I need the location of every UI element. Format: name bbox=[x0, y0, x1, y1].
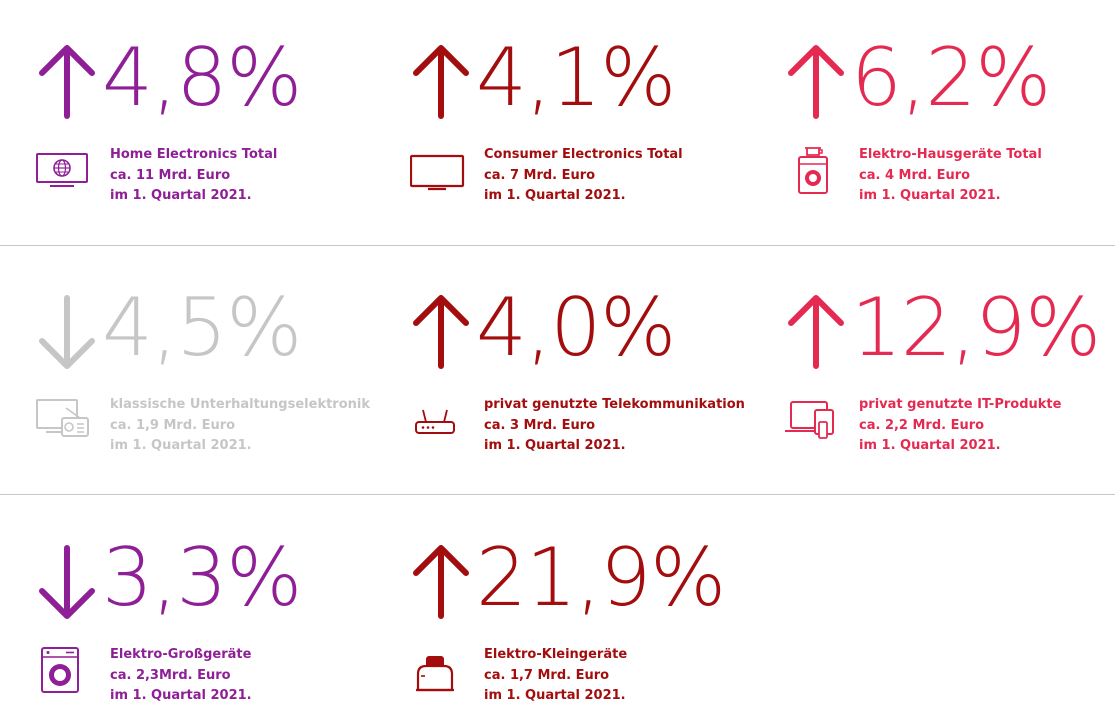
amount: ca. 1,7 Mrd. Euro bbox=[484, 667, 610, 683]
arrow-down-icon bbox=[39, 295, 95, 369]
stat-description: Elektro-Hausgeräte Total ca. 4 Mrd. Euro… bbox=[859, 145, 1042, 207]
category-title: klassische Unterhaltungselektronik bbox=[110, 397, 370, 412]
stat-description: Consumer Electronics Total ca. 7 Mrd. Eu… bbox=[484, 145, 683, 207]
stat-tile-it-produkte: 12,9% privat genutzte IT-Produkte ca. 2,… bbox=[785, 281, 1115, 457]
stat-description: Elektro-Kleingeräte ca. 1,7 Mrd. Euro im… bbox=[484, 645, 627, 707]
percent-value: 4,5% bbox=[102, 281, 302, 374]
washer-coffee-icon bbox=[798, 147, 828, 194]
stat-description: Elektro-Großgeräte ca. 2,3Mrd. Euro im 1… bbox=[110, 645, 252, 707]
row-divider bbox=[0, 494, 1115, 495]
category-title: Elektro-Kleingeräte bbox=[484, 647, 628, 662]
arrow-up-icon bbox=[413, 295, 469, 369]
washing-machine-icon bbox=[41, 647, 79, 693]
period: im 1. Quartal 2021. bbox=[859, 438, 1001, 453]
amount: ca. 11 Mrd. Euro bbox=[110, 167, 231, 183]
percent-value: 4,1% bbox=[476, 31, 676, 124]
period: im 1. Quartal 2021. bbox=[110, 438, 252, 453]
arrow-down-icon bbox=[39, 545, 95, 619]
period: im 1. Quartal 2021. bbox=[110, 688, 252, 703]
category-title: Home Electronics Total bbox=[110, 147, 278, 162]
amount: ca. 3 Mrd. Euro bbox=[484, 417, 596, 433]
period: im 1. Quartal 2021. bbox=[110, 188, 252, 203]
stat-description: privat genutzte Telekommunikation ca. 3 … bbox=[484, 395, 745, 457]
arrow-up-icon bbox=[39, 45, 95, 119]
stat-tile-home-electronics: 4,8% Home Electronics Total ca. 11 Mrd. … bbox=[36, 31, 396, 207]
toaster-icon bbox=[416, 656, 454, 692]
period: im 1. Quartal 2021. bbox=[484, 688, 626, 703]
percent-value: 6,2% bbox=[851, 31, 1051, 124]
stat-tile-elektro-kleingeraete: 21,9% Elektro-Kleingeräte ca. 1,7 Mrd. E… bbox=[410, 531, 770, 707]
stat-tile-elektro-hausgeraete: 6,2% Elektro-Hausgeräte Total ca. 4 Mrd.… bbox=[785, 31, 1115, 207]
arrow-up-icon bbox=[788, 295, 844, 369]
arrow-up-icon bbox=[413, 45, 469, 119]
stat-tile-telekommunikation: 4,0% privat genutzte Telekommunikation c… bbox=[410, 281, 770, 457]
category-title: Elektro-Hausgeräte Total bbox=[859, 147, 1042, 162]
period: im 1. Quartal 2021. bbox=[484, 438, 626, 453]
tv-globe-icon bbox=[36, 153, 88, 187]
percent-value: 21,9% bbox=[476, 531, 726, 624]
router-icon bbox=[415, 409, 455, 434]
period: im 1. Quartal 2021. bbox=[484, 188, 626, 203]
category-title: privat genutzte IT-Produkte bbox=[859, 397, 1062, 412]
category-title: Consumer Electronics Total bbox=[484, 147, 683, 162]
stat-description: privat genutzte IT-Produkte ca. 2,2 Mrd.… bbox=[859, 395, 1061, 457]
stat-tile-elektro-grossgeraete: 3,3% Elektro-Großgeräte ca. 2,3Mrd. Euro… bbox=[36, 531, 396, 707]
percent-value: 4,8% bbox=[102, 31, 302, 124]
percent-value: 3,3% bbox=[102, 531, 302, 624]
amount: ca. 2,3Mrd. Euro bbox=[110, 667, 231, 683]
stat-description: klassische Unterhaltungselektronik ca. 1… bbox=[110, 395, 370, 457]
stat-description: Home Electronics Total ca. 11 Mrd. Euro … bbox=[110, 145, 277, 207]
tv-radio-icon bbox=[36, 399, 89, 437]
stat-tile-klassische-unterhaltungselektronik: 4,5% klassische Unterhaltungselektronik … bbox=[36, 281, 396, 457]
category-title: Elektro-Großgeräte bbox=[110, 647, 252, 662]
percent-value: 4,0% bbox=[476, 281, 676, 374]
amount: ca. 1,9 Mrd. Euro bbox=[110, 417, 236, 433]
arrow-up-icon bbox=[788, 45, 844, 119]
stat-tile-consumer-electronics: 4,1% Consumer Electronics Total ca. 7 Mr… bbox=[410, 31, 770, 207]
arrow-up-icon bbox=[413, 545, 469, 619]
row-divider bbox=[0, 245, 1115, 246]
period: im 1. Quartal 2021. bbox=[859, 188, 1001, 203]
amount: ca. 7 Mrd. Euro bbox=[484, 167, 596, 183]
amount: ca. 4 Mrd. Euro bbox=[859, 167, 971, 183]
amount: ca. 2,2 Mrd. Euro bbox=[859, 417, 985, 433]
laptop-devices-icon bbox=[785, 401, 834, 439]
tv-icon bbox=[410, 154, 465, 191]
category-title: privat genutzte Telekommunikation bbox=[484, 397, 745, 412]
percent-value: 12,9% bbox=[851, 281, 1101, 374]
